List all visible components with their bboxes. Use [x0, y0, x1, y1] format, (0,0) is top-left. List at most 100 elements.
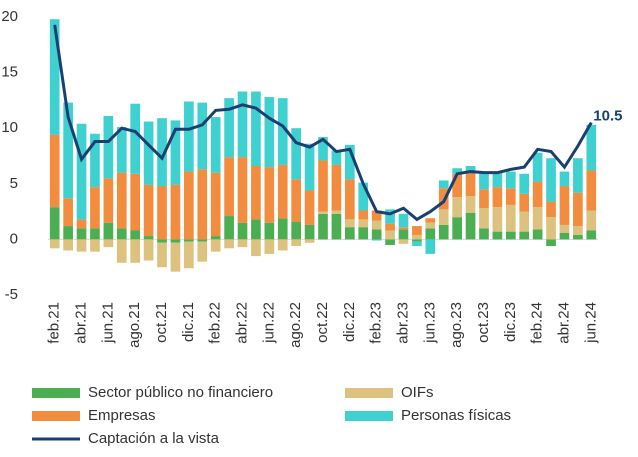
x-tick-label: dic.22: [341, 302, 358, 342]
bar-segment: [76, 123, 87, 220]
bar-segment: [63, 226, 73, 240]
x-tick-label: ago.21: [126, 302, 143, 348]
bar-segment: [116, 172, 127, 229]
bar-segment: [49, 19, 60, 135]
bar-segment: [143, 121, 154, 185]
bar-segment: [264, 97, 275, 168]
x-tick-label: feb.24: [529, 302, 546, 344]
bar-segment: [546, 201, 556, 218]
y-tick-label: 15: [1, 64, 18, 81]
line: [53, 24, 593, 222]
bar-segment: [251, 239, 261, 257]
legend-label: OIFs: [401, 384, 434, 401]
bar-segment: [586, 210, 597, 231]
bar-segment: [277, 164, 288, 219]
bar-segment: [425, 239, 436, 254]
bar-segment: [519, 193, 530, 212]
bar-segment: [559, 224, 570, 233]
y-tick-label: -5: [5, 286, 18, 303]
bar-segment: [291, 221, 301, 240]
x-tick-label: feb.22: [207, 302, 224, 344]
bar-segment: [197, 241, 208, 262]
bar-segment: [586, 230, 597, 240]
legend-label: Captación a la vista: [88, 430, 220, 447]
bar-segment: [398, 227, 409, 230]
bar-segment: [76, 228, 87, 240]
bar-segment: [291, 128, 301, 180]
bar-segment: [479, 189, 489, 209]
bar-segment: [492, 172, 503, 188]
bar-segment: [304, 224, 315, 240]
bar-segment: [116, 228, 127, 240]
bar-segment: [224, 157, 234, 217]
bar-segment: [398, 239, 409, 244]
bar-segment: [519, 231, 530, 240]
bar-segment: [505, 231, 516, 240]
bar-segment: [479, 228, 489, 240]
bar-segment: [197, 239, 208, 242]
bar-segment: [318, 137, 328, 161]
bar-segment: [573, 158, 583, 193]
bar-segment: [130, 173, 141, 231]
bar-segment: [465, 196, 476, 213]
x-tick-label: jun.21: [99, 302, 116, 344]
bar-segment: [143, 184, 154, 237]
bar-segment: [277, 218, 288, 240]
x-tick-label: abr.21: [73, 302, 90, 344]
x-tick-label: oct.22: [314, 302, 331, 343]
bar-segment: [304, 190, 315, 225]
bar-segment: [438, 224, 449, 240]
bar-segment: [130, 103, 141, 174]
x-tick-label: feb.23: [368, 302, 385, 344]
bar-segment: [345, 227, 355, 240]
bar-segment: [465, 171, 476, 197]
bar-segment: [291, 179, 301, 222]
bar-segment: [371, 210, 382, 221]
bar-segment: [210, 172, 221, 237]
bar-segment: [452, 217, 462, 240]
bar-segment: [157, 186, 167, 240]
bar-segment: [358, 219, 369, 228]
bar-segment: [425, 222, 436, 229]
bar-segment: [532, 152, 543, 182]
bar-segment: [264, 222, 275, 240]
bar-segment: [425, 218, 436, 223]
bar-segment: [103, 222, 114, 240]
legend-marker: [345, 388, 393, 398]
bar-segment: [103, 115, 114, 179]
bar-segment: [116, 127, 127, 173]
bar-segment: [412, 241, 422, 247]
bar-segment: [49, 134, 60, 208]
bar-segment: [264, 239, 275, 254]
bar-segment: [532, 229, 543, 240]
x-tick-label: dic.23: [502, 302, 519, 342]
y-tick-label: 10: [1, 119, 18, 136]
x-tick-label: oct.23: [475, 302, 492, 343]
bar-segment: [438, 180, 449, 189]
bar-segment: [452, 168, 462, 174]
bar-segment: [237, 157, 248, 223]
bar-segment: [184, 101, 194, 172]
legend-marker: [32, 388, 80, 398]
bar-segment: [492, 231, 503, 240]
bar-segment: [103, 239, 114, 248]
bar-segment: [251, 219, 261, 240]
bar-segment: [130, 230, 141, 240]
bar-segment: [318, 211, 328, 214]
bar-segment: [157, 242, 167, 268]
bar-segment: [385, 239, 395, 245]
bar-segment: [210, 239, 221, 252]
y-tick-label: 0: [10, 230, 18, 247]
bar-segment: [277, 239, 288, 251]
bar-segment: [170, 184, 181, 240]
legend-label: Sector público no financiero: [88, 384, 273, 401]
bar-segment: [398, 229, 409, 240]
bar-segment: [224, 239, 234, 249]
bar-segment: [264, 167, 275, 223]
bar-segment: [116, 239, 127, 263]
bar-segment: [452, 173, 462, 198]
x-tick-label: dic.21: [180, 302, 197, 342]
bar-segment: [452, 197, 462, 218]
bar-segment: [385, 209, 395, 224]
